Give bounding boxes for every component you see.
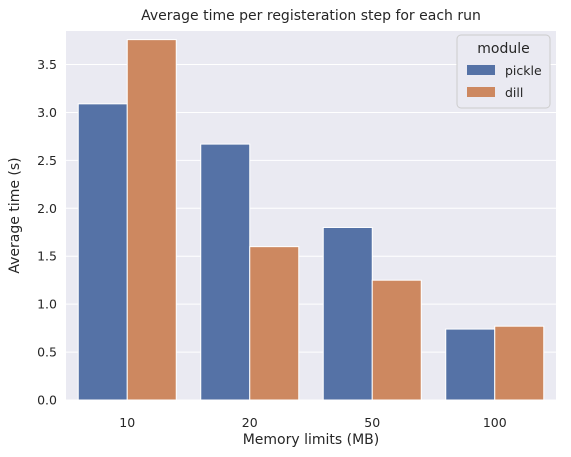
bar-dill-50 [371,279,422,401]
y-tick-label: 0.5 [37,345,57,360]
bar-dill-100 [494,325,545,401]
bar-pickle-20 [200,143,251,401]
y-axis-label: Average time (s) [7,157,23,273]
legend: module pickle dill [456,34,551,109]
x-tick-label: 100 [483,415,507,430]
bar-pickle-50 [322,226,373,401]
bar-pickle-10 [77,103,128,401]
legend-label-pickle: pickle [505,63,542,78]
x-tick-label: 20 [242,415,258,430]
legend-items: pickle dill [467,63,542,100]
x-axis-label: Memory limits (MB) [243,432,380,448]
y-tick-label: 2.0 [37,201,57,216]
y-tick-label: 1.0 [37,297,57,312]
y-tick-label: 3.0 [37,105,57,120]
y-tick-label: 2.5 [37,153,57,168]
legend-title: module [477,41,529,57]
x-tick-label: 10 [119,415,135,430]
chart-title: Average time per registeration step for … [141,8,481,24]
legend-swatch-pickle [467,65,495,75]
y-tick-label: 0.0 [37,393,57,408]
bars [77,39,545,401]
bar-pickle-100 [445,328,496,401]
y-axis-ticks: 0.0 0.5 1.0 1.5 2.0 2.5 3.0 3.5 [37,57,57,407]
x-axis-ticks: 10 20 50 100 [119,415,506,430]
y-tick-label: 1.5 [37,249,57,264]
x-tick-label: 50 [364,415,380,430]
y-tick-label: 3.5 [37,57,57,72]
bar-dill-20 [249,246,300,401]
bar-dill-10 [126,39,177,401]
legend-swatch-dill [467,87,495,97]
legend-label-dill: dill [505,85,523,100]
